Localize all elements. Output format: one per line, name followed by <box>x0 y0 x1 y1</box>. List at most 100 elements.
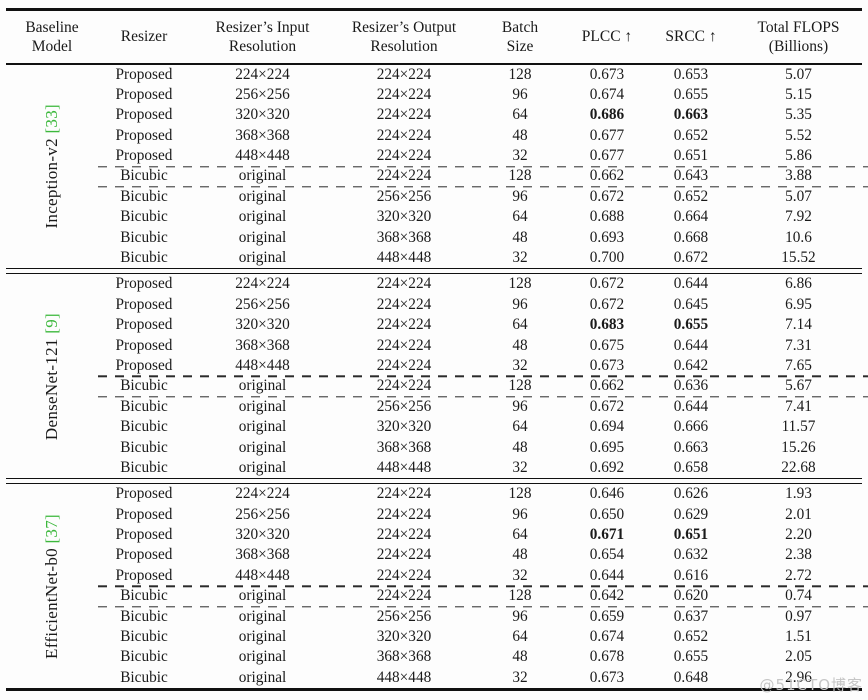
cell-batch: 32 <box>512 668 528 686</box>
cell-output-res: 224×224 <box>376 587 432 605</box>
cell-plcc: 0.672 <box>589 275 625 293</box>
cell-resizer: Proposed <box>115 85 173 103</box>
col-header-input-resolution: Resizer’s Input Resolution <box>190 11 335 63</box>
header-line: Resizer’s Output <box>351 18 457 36</box>
cell-resizer: Bicubic <box>120 628 168 646</box>
cell-output-res: 224×224 <box>376 485 432 503</box>
cell-input-res: original <box>238 418 287 436</box>
cell-resizer: Bicubic <box>120 187 168 205</box>
cell-srcc: 0.644 <box>673 397 709 415</box>
cell-input-res: 224×224 <box>235 65 290 83</box>
cell-flops: 7.41 <box>785 397 812 415</box>
cell-batch: 64 <box>512 526 528 544</box>
cell-resizer: Bicubic <box>120 418 168 436</box>
cell-srcc: 0.629 <box>673 505 709 523</box>
cell-input-res: 320×320 <box>235 106 290 124</box>
citation-ref: [37] <box>42 513 61 544</box>
cell-input-res: original <box>238 167 287 185</box>
cell-batch: 96 <box>512 505 528 523</box>
cell-flops: 10.6 <box>785 228 812 246</box>
watermark-text: @51CTO博客 <box>759 676 863 694</box>
cell-input-res: 448×448 <box>235 566 290 584</box>
section-densenet-121: DenseNet-121 [9] Proposed 224×224 224×224 1… <box>6 274 868 478</box>
cell-srcc: 0.668 <box>673 228 709 246</box>
cell-output-res: 224×224 <box>376 336 432 354</box>
cell-batch: 64 <box>512 208 528 226</box>
cell-plcc: 0.659 <box>589 607 625 625</box>
cell-batch: 64 <box>512 418 528 436</box>
col-header-plcc: PLCC ↑ <box>567 11 647 63</box>
cell-input-res: 224×224 <box>235 485 290 503</box>
cell-batch: 128 <box>508 275 532 293</box>
cell-flops: 5.07 <box>785 65 812 83</box>
header-line: Model <box>31 37 73 55</box>
cell-flops: 0.97 <box>785 607 812 625</box>
header-line: Resolution <box>370 37 438 55</box>
cell-srcc: 0.643 <box>673 167 709 185</box>
header-line: Baseline <box>25 18 79 36</box>
header-line: (Billions) <box>768 37 829 55</box>
header-line: Resizer <box>120 28 168 45</box>
cell-srcc: 0.651 <box>673 526 709 544</box>
cell-resizer: Proposed <box>115 546 173 564</box>
cell-batch: 96 <box>512 295 528 313</box>
cell-plcc: 0.677 <box>589 126 625 144</box>
cell-output-res: 224×224 <box>376 167 432 185</box>
header-line: Resizer’s Input <box>215 18 310 36</box>
cell-output-res: 224×224 <box>376 526 432 544</box>
model-name: EfficientNet-b0 <box>42 543 61 659</box>
cell-plcc: 0.673 <box>589 356 625 374</box>
cell-resizer: Bicubic <box>120 668 168 686</box>
baseline-model-label: Inception-v2 [33] <box>6 65 98 269</box>
cell-batch: 32 <box>512 566 528 584</box>
cell-resizer: Proposed <box>115 147 173 165</box>
cell-flops: 6.86 <box>785 275 812 293</box>
cell-flops: 1.51 <box>785 628 812 646</box>
section-efficientnet-b0: EfficientNet-b0 [37] Proposed 224×224 224×… <box>6 484 868 688</box>
cell-input-res: 224×224 <box>235 275 290 293</box>
cell-input-res: 368×368 <box>235 126 290 144</box>
cell-plcc: 0.677 <box>589 147 625 165</box>
rotated-model-name: Inception-v2 [33] <box>42 104 62 229</box>
cell-resizer: Proposed <box>115 316 173 334</box>
cell-input-res: original <box>238 187 287 205</box>
cell-resizer: Proposed <box>115 295 173 313</box>
rotated-model-name: EfficientNet-b0 [37] <box>42 514 62 659</box>
baseline-model-label: EfficientNet-b0 [37] <box>6 484 98 688</box>
cell-srcc: 0.616 <box>673 566 709 584</box>
cell-flops: 5.35 <box>785 106 812 124</box>
cell-plcc: 0.672 <box>589 397 625 415</box>
cell-batch: 96 <box>512 607 528 625</box>
header-line: Total FLOPS <box>757 18 840 36</box>
citation-ref: [9] <box>42 312 61 334</box>
cell-output-res: 448×448 <box>376 668 432 686</box>
cell-batch: 96 <box>512 85 528 103</box>
cell-plcc: 0.642 <box>589 587 625 605</box>
cell-plcc: 0.678 <box>589 648 625 666</box>
cell-output-res: 256×256 <box>376 397 432 415</box>
header-line: Batch <box>501 18 539 36</box>
cell-resizer: Proposed <box>115 526 173 544</box>
cell-flops: 5.86 <box>785 147 812 165</box>
cell-batch: 96 <box>512 187 528 205</box>
cell-srcc: 0.636 <box>673 377 709 395</box>
cell-plcc: 0.672 <box>589 187 625 205</box>
cell-input-res: 320×320 <box>235 316 290 334</box>
cell-batch: 128 <box>508 377 532 395</box>
cell-srcc: 0.644 <box>673 336 709 354</box>
cell-output-res: 224×224 <box>376 126 432 144</box>
section-separator-rule <box>6 478 862 485</box>
table-bottom-rule <box>6 688 862 691</box>
cell-input-res: 256×256 <box>235 85 290 103</box>
cell-flops: 7.65 <box>785 356 812 374</box>
cell-plcc: 0.700 <box>589 249 625 267</box>
cell-plcc: 0.674 <box>589 628 625 646</box>
cell-resizer: Proposed <box>115 566 173 584</box>
cell-flops: 11.57 <box>781 418 816 436</box>
cell-plcc: 0.675 <box>589 336 625 354</box>
cell-flops: 3.88 <box>785 167 812 185</box>
cell-resizer: Bicubic <box>120 438 168 456</box>
header-line: Size <box>506 37 534 55</box>
cell-output-res: 448×448 <box>376 458 432 476</box>
cell-batch: 32 <box>512 458 528 476</box>
